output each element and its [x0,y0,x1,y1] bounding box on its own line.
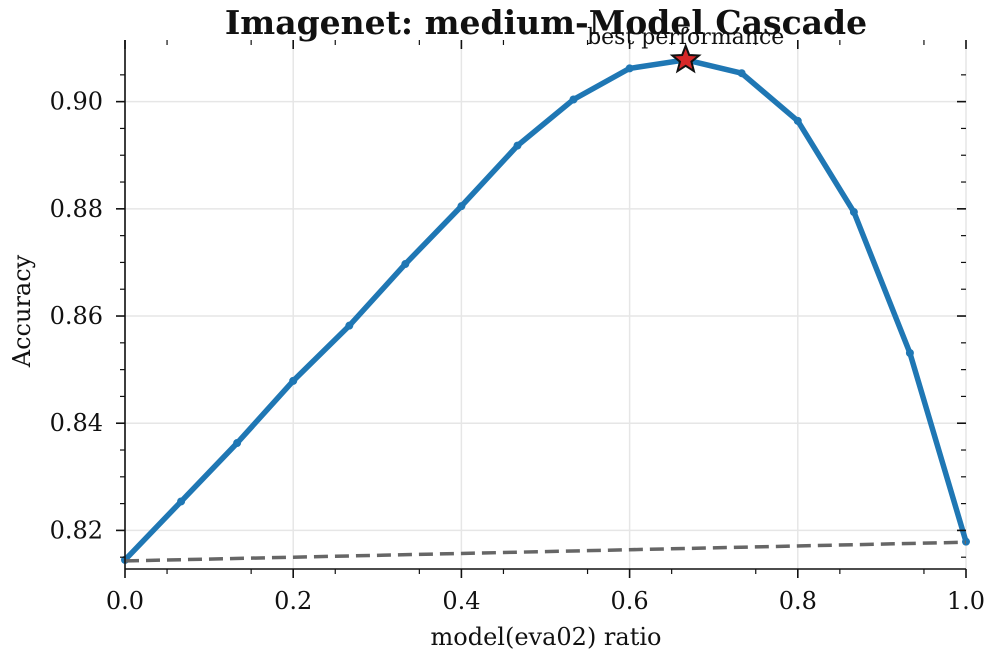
x-axis-label: model(eva02) ratio [431,623,662,651]
x-tick-label: 0.2 [274,587,312,615]
data-point [849,208,858,217]
data-point [401,260,410,269]
best-performance-star [669,43,702,74]
y-axis-label: Accuracy [8,254,36,368]
y-tick-label: 0.84 [50,409,103,437]
ticks: 0.0 0.2 0.4 0.6 0.8 1.0 0.82 0.84 0.86 0.88 0.90 [50,40,985,615]
x-tick-label: 0.6 [611,587,649,615]
y-tick-label: 0.88 [50,195,103,223]
data-point [793,116,802,125]
x-tick-label: 0.8 [779,587,817,615]
x-tick-label: 0.0 [106,587,144,615]
data-point [457,202,466,211]
data-point [513,141,522,150]
accuracy-line [123,57,969,562]
data-point [289,376,298,385]
x-tick-label: 0.4 [442,587,480,615]
data-point [569,95,578,104]
chart-title: Imagenet: medium-Model Cascade [225,3,867,42]
y-tick-label: 0.86 [50,302,103,330]
data-point [177,497,186,506]
series-layer [121,55,970,564]
y-tick-label: 0.82 [50,516,103,544]
y-tick-label: 0.90 [50,88,103,116]
data-point [905,349,914,358]
x-tick-label: 1.0 [947,587,985,615]
data-point [625,64,634,73]
baseline-dashed-line [124,540,967,563]
data-point [737,69,746,78]
data-point [962,537,970,546]
annotation-layer: best performance [587,25,784,74]
data-point [233,439,242,448]
data-point [345,321,354,330]
